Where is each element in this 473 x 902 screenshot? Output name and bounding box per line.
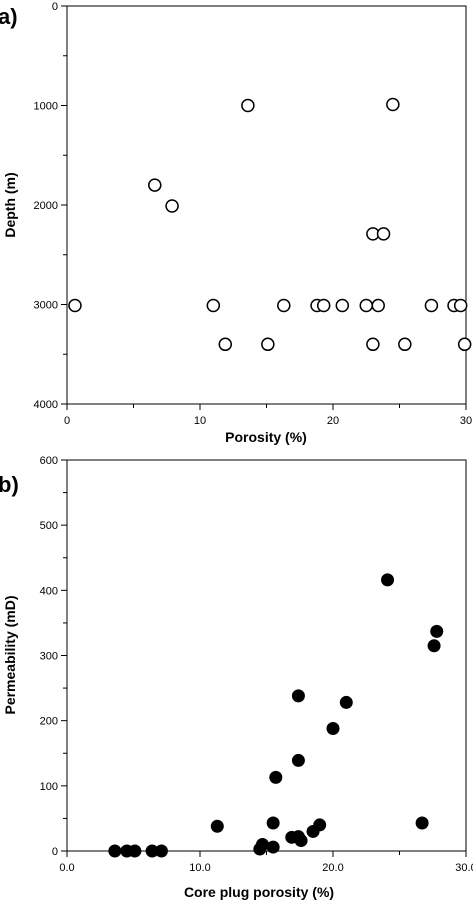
panel-b-data-point: [154, 844, 168, 858]
panel-b-porosity-permeability: b) 0 100 200 300 400 500 600 0.0 10.0 20.0 30.0 P…: [0, 455, 473, 900]
panel-b-data-point: [381, 573, 395, 587]
panel-b-y-axis-title: Permeability (mD): [2, 595, 18, 714]
panel-b-x-axis: 0.0 10.0 20.0 30.0: [59, 851, 473, 874]
panel-b-data-point: [291, 689, 305, 703]
panel-b-y-tick-label: 600: [40, 455, 58, 467]
panel-b-data-point: [108, 844, 122, 858]
panel-a-y-axis: 0 1000 2000 3000 4000: [34, 1, 67, 411]
panel-a-data-point: [453, 298, 468, 313]
panel-a-y-tick-label: 4000: [34, 399, 58, 411]
panel-b-data-point: [427, 639, 441, 653]
panel-b-y-tick-label: 300: [40, 651, 58, 663]
panel-a-points: [68, 97, 472, 352]
panel-a-data-point: [424, 298, 439, 313]
panel-a-data-point: [359, 298, 373, 313]
panel-b-data-point: [339, 695, 353, 709]
panel-a-data-point: [68, 298, 82, 313]
panel-a-data-point: [457, 337, 472, 352]
panel-a-data-point: [218, 337, 233, 352]
panel-a-data-point: [398, 337, 412, 352]
panel-a-data-point: [206, 298, 221, 313]
panel-b-x-axis-title: Core plug porosity (%): [184, 884, 334, 900]
panel-a-y-tick-label: 2000: [34, 200, 58, 212]
panel-a-data-point: [386, 97, 400, 112]
panel-b-y-tick-label: 400: [40, 585, 58, 597]
panel-a-y-tick-label: 3000: [34, 300, 58, 312]
panel-a-data-point: [316, 298, 331, 313]
panel-a-data-point: [335, 298, 350, 313]
panel-a-data-point: [148, 178, 162, 192]
panel-a-y-tick-label: 0: [52, 1, 58, 13]
panel-b-data-point: [291, 753, 305, 767]
panel-a-data-point: [366, 337, 380, 352]
panel-a-data-point: [376, 227, 391, 241]
panel-a-x-axis: 0 10 20 30: [64, 404, 472, 427]
panel-b-y-axis: 0 100 200 300 400 500 600: [40, 455, 67, 858]
panel-b-data-point: [326, 721, 340, 735]
panel-b-y-tick-label: 100: [40, 781, 58, 793]
panel-a-data-point: [277, 298, 291, 313]
panel-b-data-point: [266, 816, 280, 830]
panel-b-data-point: [313, 818, 327, 832]
panel-b-x-tick-label: 30.0: [455, 862, 473, 874]
panel-b-y-tick-label: 0: [52, 846, 58, 858]
panel-b-data-point: [269, 770, 283, 784]
panel-b-x-tick-label: 10.0: [189, 862, 210, 874]
panel-b-y-tick-label: 500: [40, 520, 58, 532]
panel-b-data-point: [256, 837, 270, 851]
panel-a-label: a): [0, 4, 18, 29]
panel-a-y-axis-title: Depth (m): [2, 172, 18, 237]
panel-b-data-point: [266, 840, 280, 854]
panel-b-x-tick-label: 0.0: [59, 862, 74, 874]
panel-b-y-tick-label: 200: [40, 716, 58, 728]
panel-a-x-tick-label: 20: [327, 415, 339, 427]
panel-b-data-point: [210, 819, 224, 833]
panel-a-x-tick-label: 0: [64, 415, 70, 427]
panel-a-data-point: [371, 298, 385, 313]
panel-a-porosity-depth: a) 0 1000 2000 3000 4000 0 10 20 30 Depth (m) P…: [0, 1, 472, 445]
panel-a-x-tick-label: 30: [460, 415, 472, 427]
panel-b-data-point: [294, 834, 308, 848]
panel-a-x-tick-label: 10: [194, 415, 206, 427]
panel-a-y-tick-label: 1000: [34, 101, 58, 113]
panel-b-label: b): [0, 472, 19, 497]
panel-b-plot-frame: [66, 459, 467, 852]
panel-a-data-point: [261, 337, 275, 352]
panel-a-x-axis-title: Porosity (%): [225, 429, 307, 445]
panel-b-x-tick-label: 20.0: [322, 862, 343, 874]
panel-a-data-point: [241, 98, 255, 113]
panel-b-points: [108, 573, 444, 858]
panel-a-data-point: [165, 199, 179, 213]
panel-b-data-point: [415, 816, 429, 830]
panel-b-data-point: [128, 844, 142, 858]
panel-b-data-point: [430, 624, 444, 638]
